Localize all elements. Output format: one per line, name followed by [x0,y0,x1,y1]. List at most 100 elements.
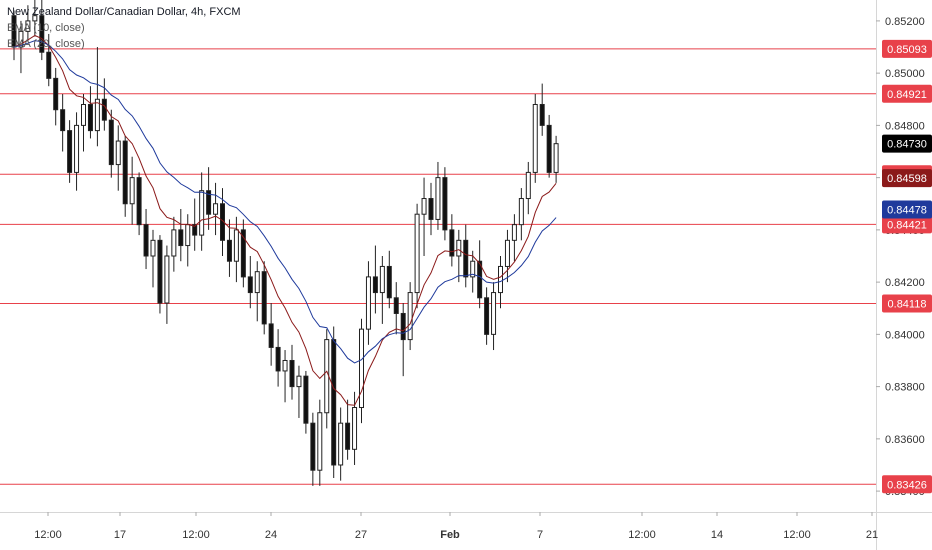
candle[interactable] [498,256,503,309]
candle[interactable] [60,94,66,152]
time-axis[interactable]: 12:00 17 12:00 24 27 Feb 7 12:00 14 12:00 21 [0,512,932,541]
candle[interactable] [115,125,121,191]
candle[interactable] [365,261,371,345]
candle[interactable] [477,240,483,309]
candle[interactable] [25,5,31,42]
candle[interactable] [101,78,107,131]
candle[interactable] [268,303,274,366]
candle[interactable] [484,287,490,345]
candle[interactable] [87,86,93,139]
time-tick-label: 14 [711,529,723,541]
candle[interactable] [303,370,309,434]
legend-ema-20[interactable]: EMA (20, close) [7,38,85,50]
candle[interactable] [511,214,517,262]
candle[interactable] [226,219,232,277]
candle[interactable] [122,135,128,217]
candle[interactable] [504,229,510,283]
candle[interactable] [74,112,80,191]
candle[interactable] [46,33,52,87]
candle[interactable] [546,114,552,178]
candle[interactable] [310,412,316,486]
candle-body [261,271,267,325]
candle[interactable] [338,407,344,481]
candle[interactable] [108,109,114,178]
candle[interactable] [553,135,559,183]
candle[interactable] [32,0,38,37]
level-label: 0.85093 [887,44,927,56]
candle[interactable] [213,182,219,236]
candles[interactable] [11,0,559,486]
candle[interactable] [206,167,212,230]
candle[interactable] [247,256,253,309]
candle[interactable] [435,161,441,230]
candle-body [87,103,93,132]
ema-10-line[interactable] [13,34,557,406]
candle[interactable] [491,282,497,351]
candle[interactable] [532,94,538,183]
price-axis[interactable]: 0.852000.850000.848000.846000.844000.842… [876,0,932,550]
candle-body [470,260,476,278]
candle-body [386,265,392,299]
candle[interactable] [199,172,205,251]
candle[interactable] [136,172,142,236]
candle[interactable] [129,156,135,225]
candle[interactable] [518,188,524,241]
candle[interactable] [428,182,434,236]
candle-body [449,229,455,257]
candle[interactable] [192,198,198,251]
candle[interactable] [185,214,191,267]
ema-20-line[interactable] [13,40,557,364]
candle[interactable] [456,229,462,283]
candle[interactable] [470,250,476,293]
candle[interactable] [150,229,156,288]
candle[interactable] [254,261,260,322]
candle[interactable] [11,10,17,61]
candle[interactable] [171,216,177,272]
candle[interactable] [233,216,239,283]
candle[interactable] [261,261,267,335]
candle-body [282,359,288,372]
candle[interactable] [421,177,427,256]
candle[interactable] [296,365,302,418]
candle[interactable] [164,245,170,324]
candle[interactable] [539,83,545,136]
candle[interactable] [442,167,448,241]
candle[interactable] [94,47,100,147]
candle[interactable] [372,245,378,314]
candle[interactable] [345,399,351,460]
candle[interactable] [39,0,45,61]
candle[interactable] [157,235,163,314]
candle[interactable] [331,326,337,479]
candle[interactable] [463,224,469,288]
candle[interactable] [324,329,330,429]
chart-legend[interactable]: New Zealand Dollar/Canadian Dollar, 4h, … [7,4,241,52]
candle[interactable] [317,399,323,486]
candle[interactable] [386,250,392,309]
level-label: 0.83426 [887,479,927,491]
candle[interactable] [178,208,184,262]
candle[interactable] [379,256,385,324]
ema-20-price-label: 0.84478 [887,205,927,217]
candle[interactable] [81,94,86,152]
candle[interactable] [359,318,364,424]
candle[interactable] [53,67,59,126]
candle[interactable] [525,161,531,215]
candle[interactable] [240,219,246,288]
candle[interactable] [400,303,406,377]
candle-body [67,130,73,173]
candle-body [74,124,80,173]
candle[interactable] [414,203,420,309]
candle[interactable] [67,120,73,183]
time-tick-label: 17 [114,529,126,541]
candle[interactable] [275,329,281,387]
candle[interactable] [407,282,413,351]
candle[interactable] [352,391,358,465]
candle[interactable] [393,282,399,335]
candle[interactable] [143,208,149,270]
candle[interactable] [18,20,24,74]
legend-ema-10[interactable]: EMA (10, close) [7,22,85,34]
candle[interactable] [289,344,295,400]
candle[interactable] [282,350,288,403]
candle[interactable] [449,214,455,267]
candle-body [233,229,239,262]
